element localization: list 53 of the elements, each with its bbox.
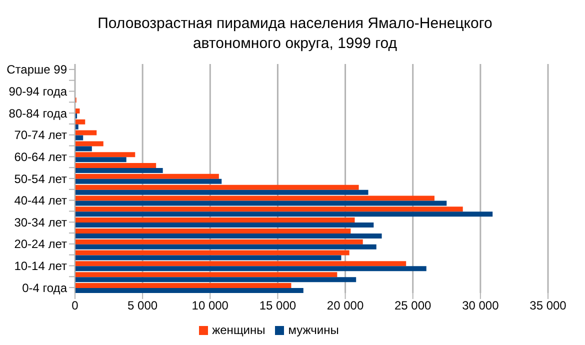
bar: [75, 174, 219, 179]
y-tick-label: 50-54 лет: [14, 172, 68, 186]
y-tick-label: 0-4 года: [22, 280, 68, 295]
bar: [75, 250, 350, 256]
x-tick-label: 20 000: [326, 298, 364, 313]
y-tick-label: 20-24 лет: [14, 237, 68, 252]
y-tick-label: 80-84 года: [8, 106, 68, 120]
y-tick-label: 60-64 лет: [14, 150, 68, 164]
x-tick-label: 30 000: [462, 298, 500, 313]
y-tick-label: 10-14 лет: [14, 259, 68, 273]
bar: [75, 272, 338, 278]
legend-label: мужчины: [288, 323, 339, 337]
bar: [75, 146, 92, 152]
bar: [75, 141, 104, 146]
x-tick-label: 15 000: [259, 298, 296, 313]
bar: [75, 222, 374, 228]
y-tick-label: Старше 99: [6, 62, 68, 77]
bar: [75, 206, 463, 212]
bar: [75, 190, 368, 195]
bar: [75, 255, 342, 260]
bar: [75, 244, 376, 250]
bar: [75, 200, 447, 206]
x-tick-label: 0: [72, 298, 79, 313]
bar: [75, 157, 126, 162]
bar: [75, 266, 426, 272]
legend-label: женщины: [212, 323, 266, 337]
chart-title: Половозрастная пирамида населения Ямало-Ненецкого автономного округа, 1999 год: [96, 14, 494, 54]
bar: [75, 233, 382, 238]
bar: [75, 168, 163, 174]
bar: [75, 261, 406, 266]
y-tick-label: 90-94 года: [8, 84, 68, 99]
bar: [75, 196, 434, 201]
x-tick-label: 5 000: [128, 298, 158, 313]
x-tick-label: 25 000: [394, 298, 432, 313]
y-tick-label: 30-34 лет: [14, 215, 68, 230]
bar: [75, 135, 84, 140]
bar: [75, 130, 97, 136]
y-tick-label: 40-44 лет: [14, 194, 68, 208]
x-tick-label: 35 000: [530, 298, 567, 313]
bar: [75, 277, 356, 282]
bar: [75, 288, 304, 293]
bar: [75, 119, 86, 124]
bar: [75, 212, 493, 217]
bar: [75, 184, 359, 190]
bar: [75, 178, 222, 184]
bar: [75, 152, 136, 158]
bar: [75, 282, 292, 288]
bar: [75, 218, 355, 223]
y-tick-label: 70-74 лет: [14, 128, 68, 142]
x-tick-label: 10 000: [192, 298, 229, 313]
bar: [75, 228, 351, 234]
bar: [75, 163, 156, 168]
bar: [75, 239, 363, 244]
